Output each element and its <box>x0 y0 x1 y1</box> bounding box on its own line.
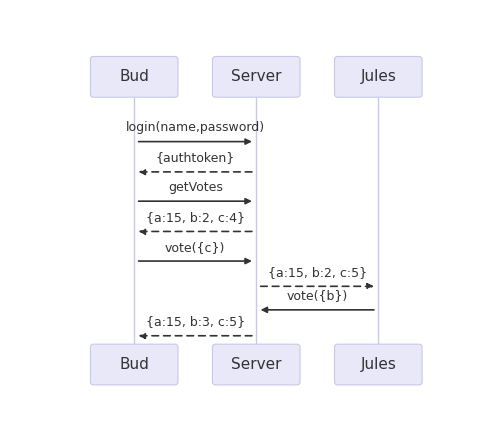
Text: vote({b}): vote({b}) <box>286 289 348 302</box>
Text: Jules: Jules <box>360 357 396 372</box>
Text: {a:15, b:2, c:5}: {a:15, b:2, c:5} <box>268 266 367 279</box>
FancyBboxPatch shape <box>90 56 178 97</box>
Text: Server: Server <box>231 357 281 372</box>
FancyBboxPatch shape <box>334 56 422 97</box>
Text: login(name,password): login(name,password) <box>126 121 265 134</box>
FancyBboxPatch shape <box>334 344 422 385</box>
FancyBboxPatch shape <box>212 56 300 97</box>
Text: vote({c}): vote({c}) <box>165 241 226 253</box>
FancyBboxPatch shape <box>212 344 300 385</box>
Text: getVotes: getVotes <box>168 181 222 194</box>
Text: Bud: Bud <box>120 69 149 84</box>
Text: Bud: Bud <box>120 357 149 372</box>
Text: Jules: Jules <box>360 69 396 84</box>
Text: {a:15, b:3, c:5}: {a:15, b:3, c:5} <box>146 316 245 328</box>
Text: {authtoken}: {authtoken} <box>156 152 235 164</box>
Text: {a:15, b:2, c:4}: {a:15, b:2, c:4} <box>146 211 244 224</box>
FancyBboxPatch shape <box>90 344 178 385</box>
Text: Server: Server <box>231 69 281 84</box>
